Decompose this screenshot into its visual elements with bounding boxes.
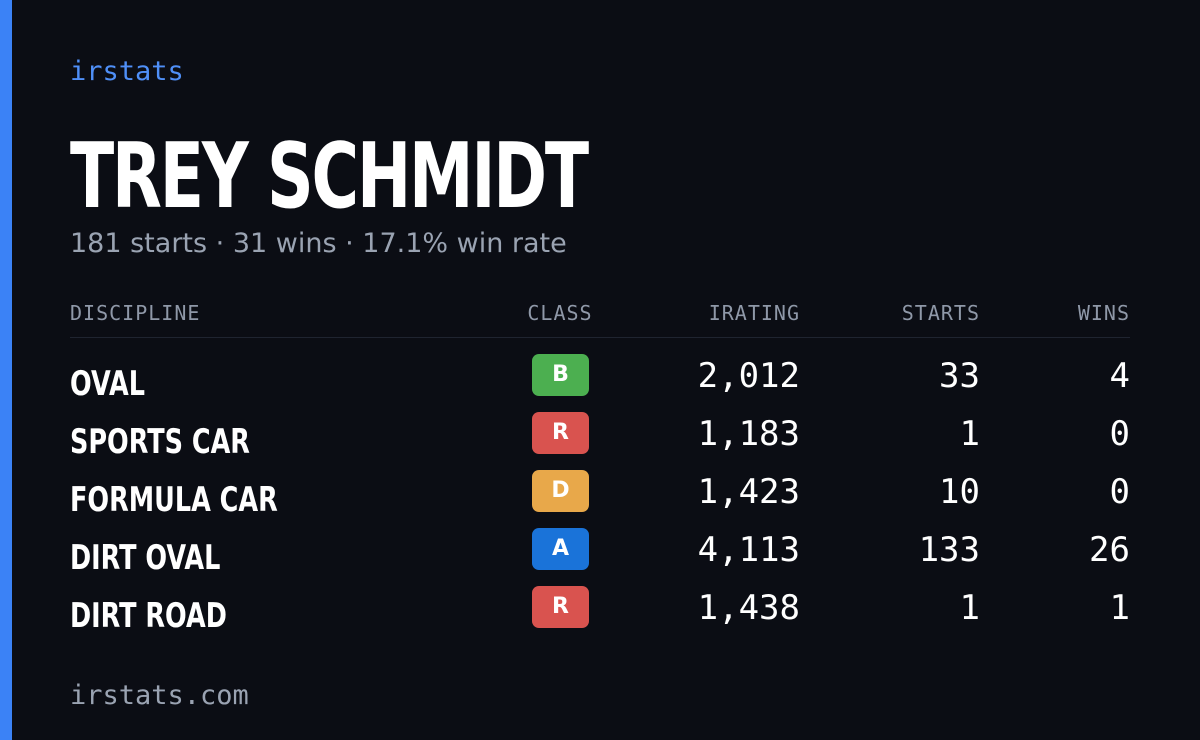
column-header: WINS [1077, 301, 1130, 325]
column-header: CLASS [527, 301, 593, 325]
starts: 10 [939, 472, 980, 512]
class-badge: D [532, 470, 589, 512]
irating: 4,113 [697, 530, 800, 570]
irating: 1,183 [697, 414, 800, 454]
column-header: STARTS [901, 301, 980, 325]
column-header: IRATING [708, 301, 800, 325]
brand: irstats [70, 56, 184, 87]
wins: 0 [1109, 472, 1130, 512]
irating: 1,423 [697, 472, 800, 512]
discipline: SPORTS CAR [70, 422, 250, 462]
class-badge: B [532, 354, 589, 396]
starts: 33 [939, 356, 980, 396]
irating: 2,012 [697, 356, 800, 396]
starts: 133 [918, 530, 980, 570]
irating: 1,438 [697, 588, 800, 628]
accent-bar [0, 0, 12, 740]
divider [70, 337, 1130, 338]
wins: 26 [1089, 530, 1130, 570]
discipline: DIRT ROAD [70, 596, 227, 636]
column-header: DISCIPLINE [70, 301, 201, 325]
discipline: DIRT OVAL [70, 538, 221, 578]
class-badge: R [532, 586, 589, 628]
wins: 1 [1109, 588, 1130, 628]
wins: 4 [1109, 356, 1130, 396]
class-badge: R [532, 412, 589, 454]
starts: 1 [959, 414, 980, 454]
wins: 0 [1109, 414, 1130, 454]
footer: irstats.com [70, 680, 249, 711]
driver-summary: 181 starts · 31 wins · 17.1% win rate [70, 228, 567, 259]
discipline: FORMULA CAR [70, 480, 278, 520]
starts: 1 [959, 588, 980, 628]
discipline: OVAL [70, 364, 145, 404]
driver-name: TREY SCHMIDT [70, 124, 589, 229]
class-badge: A [532, 528, 589, 570]
